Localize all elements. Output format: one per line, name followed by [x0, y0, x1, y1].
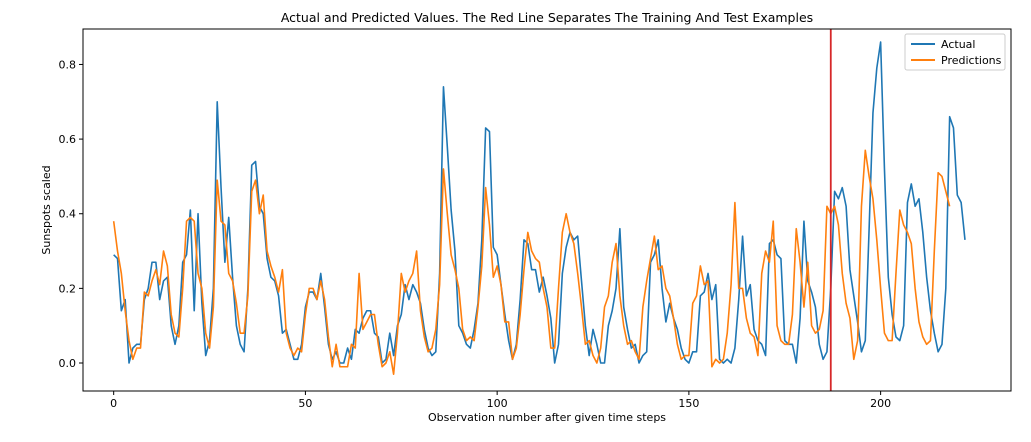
plot-area — [112, 29, 966, 391]
x-tick-label: 50 — [298, 397, 312, 410]
y-tick-label: 0.6 — [59, 133, 77, 146]
y-axis: 0.0 0.2 0.4 0.6 0.8 — [59, 58, 83, 370]
x-axis-label: Observation number after given time step… — [428, 411, 666, 424]
x-tick-label: 150 — [678, 397, 699, 410]
series-line-predictions — [112, 149, 951, 376]
y-tick-label: 0.8 — [59, 58, 77, 71]
x-tick-label: 200 — [870, 397, 891, 410]
axes-frame — [82, 28, 1012, 392]
legend-label-actual: Actual — [941, 38, 975, 51]
series-line-actual — [113, 41, 966, 364]
y-tick-label: 0.2 — [59, 282, 77, 295]
y-tick-label: 0.0 — [59, 357, 77, 370]
y-tick-label: 0.4 — [59, 208, 77, 221]
x-tick-label: 100 — [487, 397, 508, 410]
x-tick-label: 0 — [110, 397, 117, 410]
legend-label-predictions: Predictions — [941, 54, 1002, 67]
chart-title: Actual and Predicted Values. The Red Lin… — [281, 10, 813, 25]
legend: Actual Predictions — [904, 33, 1006, 71]
y-axis-label: Sunspots scaled — [40, 165, 53, 254]
x-axis: 0 50 100 150 200 — [110, 391, 891, 410]
